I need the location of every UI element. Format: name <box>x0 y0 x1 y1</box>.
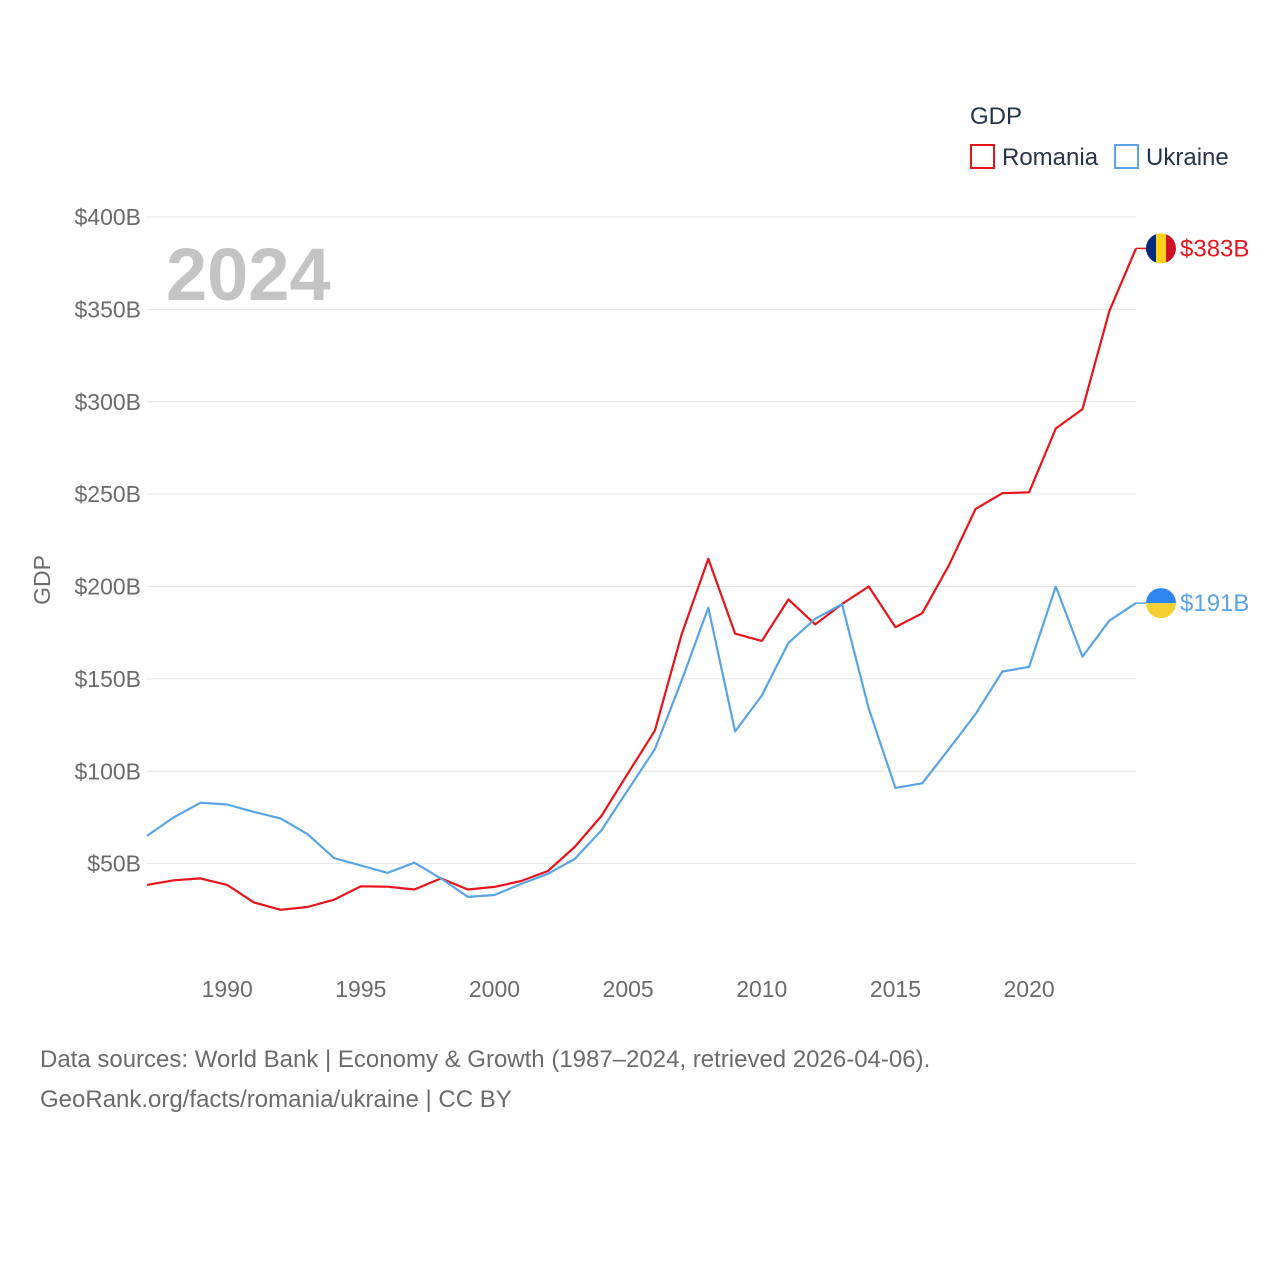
legend-swatch-romania <box>970 144 995 169</box>
legend-label-romania: Romania <box>1002 144 1099 171</box>
x-tick-label: 2010 <box>736 976 787 1002</box>
x-tick-label: 2015 <box>870 976 921 1002</box>
y-tick-label: $350B <box>74 296 141 322</box>
legend-item-ukraine[interactable]: Ukraine <box>1114 144 1229 171</box>
footer: Data sources: World Bank | Economy & Gro… <box>40 1040 1240 1120</box>
ukraine-end-value-label: $191B <box>1180 590 1249 617</box>
y-tick-label: $100B <box>74 758 141 784</box>
romania-flag-icon <box>1146 233 1176 264</box>
y-axis-title: GDP <box>29 555 55 605</box>
legend-title: GDP <box>970 103 1022 130</box>
gdp-line-chart: $50B$100B$150B$200B$250B$300B$350B$400B … <box>29 103 1249 1002</box>
x-tick-label: 2005 <box>603 976 654 1002</box>
x-tick-label: 1995 <box>335 976 386 1002</box>
y-tick-label: $250B <box>74 481 141 507</box>
y-tick-label: $50B <box>87 851 141 877</box>
legend-swatch-ukraine <box>1114 144 1140 169</box>
romania-end-value-label: $383B <box>1180 235 1249 262</box>
gridlines <box>147 216 1136 865</box>
x-tick-label: 2020 <box>1003 976 1054 1002</box>
ukraine-flag-icon <box>1146 588 1176 619</box>
series-endpoints: $383B $191B <box>1136 233 1249 619</box>
legend[interactable]: GDP Romania Ukraine <box>970 103 1229 171</box>
legend-item-romania[interactable]: Romania <box>970 144 1099 171</box>
y-tick-label: $200B <box>74 574 141 600</box>
romania-line <box>146 247 1138 911</box>
x-tick-label: 1990 <box>202 976 253 1002</box>
ukraine-line <box>146 585 1137 899</box>
data-sources-text: Data sources: World Bank | Economy & Gro… <box>40 1046 931 1073</box>
y-axis-ticks: $50B $100B $150B $200B $250B $300B $350B $400B <box>74 204 141 877</box>
y-tick-label: $300B <box>74 389 141 415</box>
current-year-label: 2024 <box>166 233 331 316</box>
y-tick-label: $150B <box>74 666 141 692</box>
x-axis-ticks: 1990 1995 2000 2005 2010 2015 2020 <box>202 976 1055 1002</box>
series-lines <box>146 247 1138 911</box>
legend-label-ukraine: Ukraine <box>1146 144 1229 171</box>
x-tick-label: 2000 <box>469 976 520 1002</box>
y-tick-label: $400B <box>74 204 141 230</box>
attribution-link[interactable]: GeoRank.org/facts/romania/ukraine | CC B… <box>40 1086 512 1113</box>
